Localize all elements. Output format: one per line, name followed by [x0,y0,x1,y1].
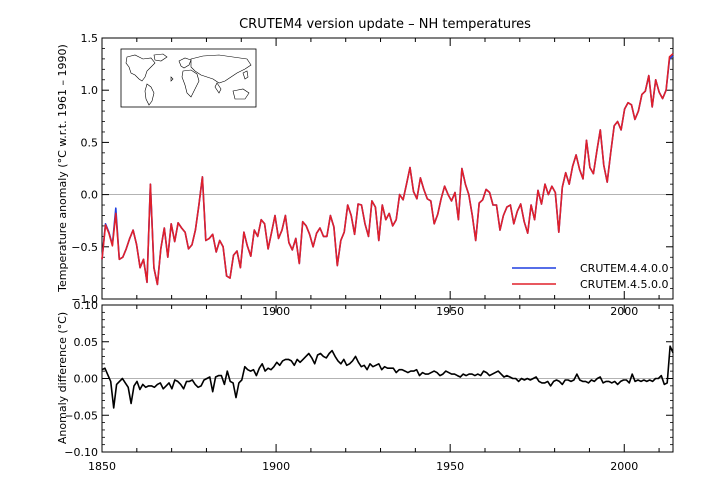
top-y-tick-label: 0.0 [81,189,99,202]
inset-world-map [120,48,257,108]
bottom-x-tick-label: 1850 [88,460,116,473]
chart-title: CRUTEM4 version update – NH temperatures [239,17,531,32]
top-series-lines [101,53,674,286]
bottom-panel: −0.10−0.050.000.050.10 1850 1900 1950 2000 … [56,299,674,473]
top-y-axis-label: Temperature anomaly (°C w.r.t. 1961 – 19… [56,44,69,293]
top-y-tick-label: −0.5 [71,241,98,254]
legend-label-crutem-4-5: CRUTEM.4.5.0.0 [580,278,669,291]
bottom-x-tick-label: 1950 [436,460,464,473]
bottom-y-axis: −0.10 −0.05 0.00 0.05 0.10 [64,299,673,459]
inset-map-frame [120,48,257,108]
bottom-y-tick-label: 0.10 [74,299,99,312]
bottom-y-tick-label: 0.05 [74,336,99,349]
bottom-series-line [101,345,674,409]
top-y-tick-label: 1.5 [81,32,99,45]
bottom-y-tick-label: 0.00 [74,373,99,386]
bottom-series-line-0 [101,345,674,409]
map-coastlines [125,53,252,106]
top-panel: −1.0−0.50.00.51.01.5 1900 1950 2000 Temper… [56,32,674,318]
top-plot-frame [101,37,674,300]
legend: CRUTEM.4.4.0.0 CRUTEM.4.5.0.0 [512,262,669,291]
bottom-x-axis: 1850 1900 1950 2000 [88,305,660,473]
top-y-tick-label: 1.0 [81,84,99,97]
bottom-y-tick-label: −0.05 [64,409,98,422]
top-y-tick-label: 0.5 [81,136,99,149]
bottom-y-tick-label: −0.10 [64,446,98,459]
bottom-x-tick-label: 2000 [610,460,638,473]
legend-label-crutem-4-4: CRUTEM.4.4.0.0 [580,262,669,275]
top-y-axis: −1.0 −0.5 0.0 0.5 1.0 1.5 [71,32,673,306]
top-series-line-1 [101,53,674,286]
bottom-y-axis-label: Anomaly difference (°C) [56,312,69,444]
bottom-x-tick-label: 1900 [262,460,290,473]
top-y-tick-label: −1.0 [71,293,98,306]
